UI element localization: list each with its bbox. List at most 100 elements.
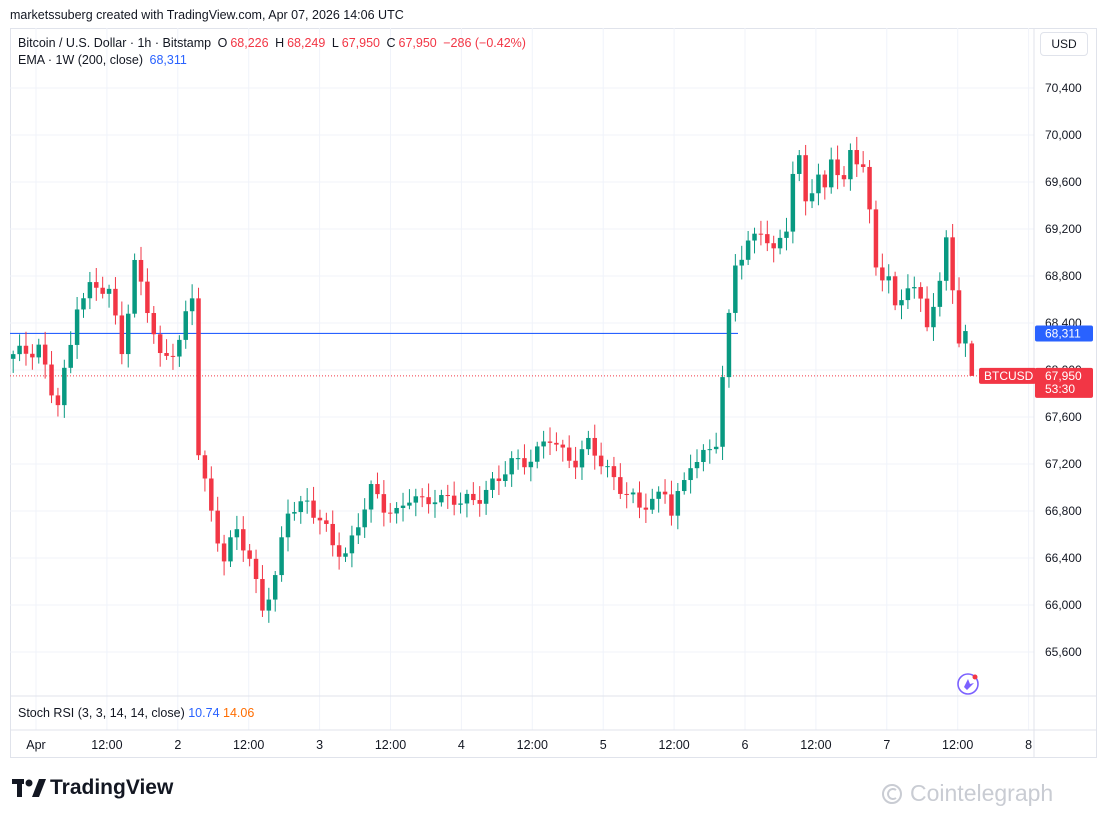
candle-body (848, 150, 853, 180)
candle-body (221, 543, 227, 562)
candle-body (509, 458, 514, 475)
candle-body (419, 496, 425, 498)
candle (905, 274, 911, 310)
candle (157, 325, 163, 367)
tradingview-logo[interactable]: TradingView (12, 776, 173, 800)
candle-body (94, 282, 99, 288)
candle (956, 277, 962, 348)
time-tick-label: 2 (174, 738, 181, 752)
candle (330, 510, 335, 557)
candle (74, 296, 80, 359)
candle-body (566, 447, 572, 461)
candle (765, 220, 770, 252)
candle (298, 495, 304, 524)
candle-body (835, 159, 840, 176)
candle (458, 492, 463, 514)
stoch-rsi-label[interactable]: Stoch RSI (3, 3, 14, 14, close) (18, 706, 185, 720)
high-value: 68,249 (287, 36, 326, 50)
time-tick-label: 5 (600, 738, 607, 752)
close-value: 67,950 (398, 36, 437, 50)
tradingview-logo-icon (12, 779, 46, 797)
candle-body (388, 512, 393, 514)
ema-value: 68,311 (149, 53, 187, 67)
candle (362, 498, 367, 538)
candle (752, 227, 757, 254)
chart-caption: marketssuberg created with TradingView.c… (10, 8, 404, 22)
candle (566, 435, 572, 469)
currency-button[interactable]: USD (1040, 32, 1088, 56)
candle (253, 549, 259, 594)
candle-body (336, 545, 342, 557)
candle (694, 449, 700, 479)
candle-body (867, 166, 872, 210)
candle-body (963, 331, 968, 344)
candle-body (138, 259, 144, 282)
candle (336, 532, 342, 570)
candle (681, 472, 687, 495)
symbol-name[interactable]: Bitcoin / U.S. Dollar · 1h · Bitstamp (18, 36, 212, 50)
ema-label[interactable]: EMA · 1W (200, close) (18, 53, 144, 67)
candle (950, 223, 955, 304)
candle (196, 287, 201, 461)
time-tick-label: 12:00 (375, 738, 406, 752)
candle-body (343, 553, 348, 557)
candle-body (151, 313, 157, 335)
candle (100, 276, 105, 299)
candle-body (375, 484, 380, 495)
candle (260, 565, 265, 617)
candle (311, 486, 316, 524)
last-price-badge-text: 67,950 (1045, 369, 1082, 383)
candle (183, 300, 188, 349)
candle-body (272, 575, 278, 600)
candle (132, 253, 137, 318)
candle (145, 268, 150, 323)
time-tick-label: 12:00 (658, 738, 689, 752)
candle (407, 489, 412, 510)
candle-body (234, 529, 240, 538)
candle-body (445, 495, 451, 497)
sparkle-icon[interactable] (957, 673, 979, 695)
candle-body (905, 288, 911, 301)
candle (675, 483, 681, 530)
candle (451, 481, 457, 516)
stoch-rsi-d: 14.06 (223, 706, 255, 720)
candle (579, 440, 585, 480)
time-tick-label: 7 (883, 738, 890, 752)
price-tick-label: 66,400 (1045, 551, 1082, 565)
candle (272, 570, 278, 612)
candle (912, 276, 917, 299)
stoch-rsi-legend: Stoch RSI (3, 3, 14, 14, close) 10.74 14… (18, 706, 254, 720)
candle-body (349, 535, 355, 554)
candle (445, 484, 451, 509)
candle (266, 587, 272, 623)
candle-body (816, 174, 821, 194)
candle-body (579, 449, 585, 468)
candle (816, 163, 821, 206)
candle-body (292, 512, 297, 514)
candle (937, 272, 943, 317)
candle (343, 547, 348, 562)
candle (835, 145, 840, 190)
candle (42, 331, 48, 379)
candle (707, 439, 713, 464)
low-value: 67,950 (341, 36, 380, 50)
candle-body (317, 517, 323, 521)
candle-body (36, 344, 41, 358)
candle (177, 335, 182, 367)
time-tick-label: 12:00 (517, 738, 548, 752)
candle-body (733, 265, 738, 313)
candle-body (279, 537, 284, 576)
candle-body (253, 558, 259, 580)
symbol-badge (979, 367, 1036, 384)
candle-body (260, 579, 265, 611)
candle (560, 439, 566, 462)
candle (669, 480, 674, 526)
candle-body (125, 313, 131, 355)
candle-body (68, 344, 73, 368)
tradingview-logo-text: TradingView (50, 776, 174, 799)
candle (234, 515, 240, 550)
candle (490, 471, 495, 499)
candle-body (477, 500, 482, 504)
